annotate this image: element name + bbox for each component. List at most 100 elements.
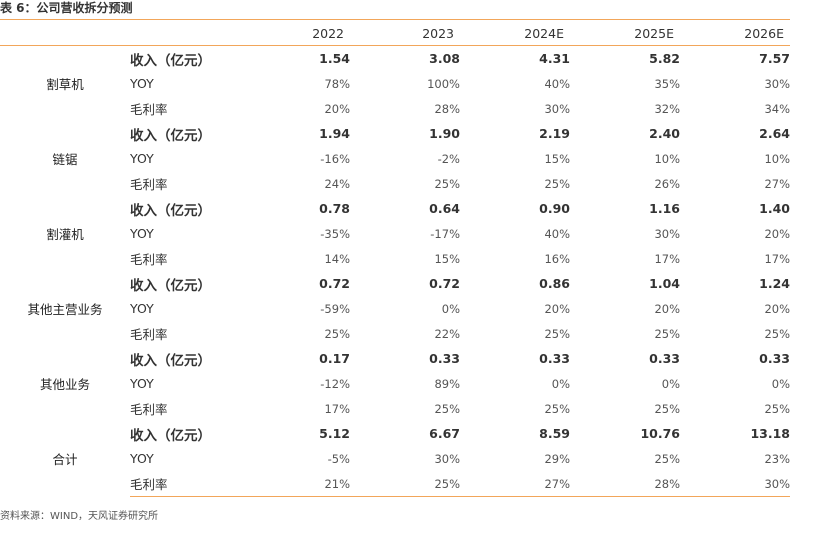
value-cell: 27% — [460, 471, 570, 497]
value-cell: 22% — [434, 326, 460, 341]
revenue-forecast-table: 2022 2023 2024E 2025E 2026E 割草机 收入（亿元） 1.5… — [0, 21, 790, 497]
value-cell: 0.33 — [759, 351, 790, 366]
value-cell: 1.90 — [429, 126, 460, 141]
metric-label: 收入（亿元） — [130, 202, 211, 219]
value-cell: 1.40 — [759, 201, 790, 216]
table-row: 毛利率 20% 28% 30% 32% 34% — [0, 96, 790, 121]
value-cell: -59% — [320, 301, 350, 316]
value-cell: 25% — [764, 401, 790, 416]
value-cell: 20% — [544, 301, 570, 316]
value-cell: 26% — [654, 176, 680, 191]
value-cell: 21% — [240, 471, 350, 497]
title-divider — [0, 19, 790, 20]
value-cell: 28% — [434, 101, 460, 116]
metric-label: YOY — [130, 301, 154, 316]
header-cell-year: 2026E — [680, 21, 790, 46]
value-cell: 25% — [654, 326, 680, 341]
table-row: YOY -5% 30% 29% 25% 23% — [0, 446, 790, 471]
value-cell: 30% — [434, 451, 460, 466]
value-cell: -5% — [327, 451, 350, 466]
header-cell-year: 2025E — [570, 21, 680, 46]
value-cell: 17% — [654, 251, 680, 266]
value-cell: -16% — [320, 151, 350, 166]
value-cell: -17% — [430, 226, 460, 241]
table-row: 毛利率 21% 25% 27% 28% 30% — [0, 471, 790, 497]
value-cell: 0.17 — [319, 351, 350, 366]
value-cell: 25% — [434, 176, 460, 191]
value-cell: 0.78 — [319, 201, 350, 216]
table-row: 合计 收入（亿元） 5.12 6.67 8.59 10.76 13.18 — [0, 421, 790, 467]
value-cell: 6.67 — [429, 426, 460, 441]
metric-label: YOY — [130, 151, 154, 166]
segment-label: 合计 — [52, 452, 78, 468]
table-row: YOY -16% -2% 15% 10% 10% — [0, 146, 790, 171]
value-cell: 20% — [764, 226, 790, 241]
value-cell: 0.33 — [429, 351, 460, 366]
value-cell: 35% — [654, 76, 680, 91]
value-cell: 1.16 — [649, 201, 680, 216]
value-cell: 20% — [324, 101, 350, 116]
metric-label: 毛利率 — [130, 471, 240, 497]
value-cell: 5.82 — [649, 51, 680, 66]
metric-label: 收入（亿元） — [130, 352, 211, 369]
source-note: 资料来源：WIND，天风证券研究所 — [0, 511, 159, 522]
value-cell: 0.33 — [649, 351, 680, 366]
metric-label: 毛利率 — [130, 102, 168, 117]
value-cell: 24% — [324, 176, 350, 191]
header-cell-year: 2022 — [240, 21, 350, 46]
value-cell: 13.18 — [750, 426, 790, 441]
value-cell: 25% — [544, 326, 570, 341]
value-cell: 0.72 — [429, 276, 460, 291]
metric-label: 毛利率 — [130, 177, 168, 192]
table-row: 毛利率 24% 25% 25% 26% 27% — [0, 171, 790, 196]
table-row: YOY -59% 0% 20% 20% 20% — [0, 296, 790, 321]
table-row: YOY -35% -17% 40% 30% 20% — [0, 221, 790, 246]
value-cell: 15% — [434, 251, 460, 266]
value-cell: 17% — [324, 401, 350, 416]
metric-label: 毛利率 — [130, 252, 168, 267]
header-cell-year: 2024E — [460, 21, 570, 46]
metric-label: 毛利率 — [130, 327, 168, 342]
value-cell: 14% — [324, 251, 350, 266]
value-cell: 23% — [764, 451, 790, 466]
value-cell: 0.33 — [539, 351, 570, 366]
metric-label: YOY — [130, 376, 154, 391]
value-cell: 89% — [434, 376, 460, 391]
header-cell-year: 2023 — [350, 21, 460, 46]
segment-label: 割草机 — [46, 77, 84, 92]
value-cell: 3.08 — [429, 51, 460, 66]
value-cell: 30% — [764, 76, 790, 91]
value-cell: 1.04 — [649, 276, 680, 291]
value-cell: 2.19 — [539, 126, 570, 141]
value-cell: 2.64 — [759, 126, 790, 141]
segment-label: 链锯 — [52, 152, 78, 167]
value-cell: 100% — [427, 76, 460, 91]
value-cell: 0.90 — [539, 201, 570, 216]
table-title: 表 6：公司营收拆分预测 — [0, 1, 133, 15]
value-cell: 40% — [544, 226, 570, 241]
value-cell: 78% — [324, 76, 350, 91]
table-row: 其他业务 收入（亿元） 0.17 0.33 0.33 0.33 0.33 — [0, 346, 790, 392]
value-cell: 0% — [771, 376, 790, 391]
table-row: 其他主营业务 收入（亿元） 0.72 0.72 0.86 1.04 1.24 — [0, 271, 790, 317]
value-cell: 30% — [544, 101, 570, 116]
value-cell: 0.72 — [319, 276, 350, 291]
segment-label: 割灌机 — [46, 227, 84, 242]
value-cell: 34% — [764, 101, 790, 116]
value-cell: -2% — [437, 151, 460, 166]
table-row: 割草机 收入（亿元） 1.54 3.08 4.31 5.82 7.57 — [0, 46, 790, 92]
value-cell: 0% — [661, 376, 680, 391]
value-cell: 1.94 — [319, 126, 350, 141]
metric-label: YOY — [130, 451, 154, 466]
metric-label: 收入（亿元） — [130, 427, 211, 444]
value-cell: 0.64 — [429, 201, 460, 216]
value-cell: 27% — [764, 176, 790, 191]
value-cell: 7.57 — [759, 51, 790, 66]
metric-label: 收入（亿元） — [130, 52, 211, 69]
value-cell: 25% — [544, 176, 570, 191]
value-cell: 0% — [551, 376, 570, 391]
value-cell: 29% — [544, 451, 570, 466]
value-cell: 1.54 — [319, 51, 350, 66]
value-cell: 28% — [570, 471, 680, 497]
value-cell: 25% — [434, 401, 460, 416]
